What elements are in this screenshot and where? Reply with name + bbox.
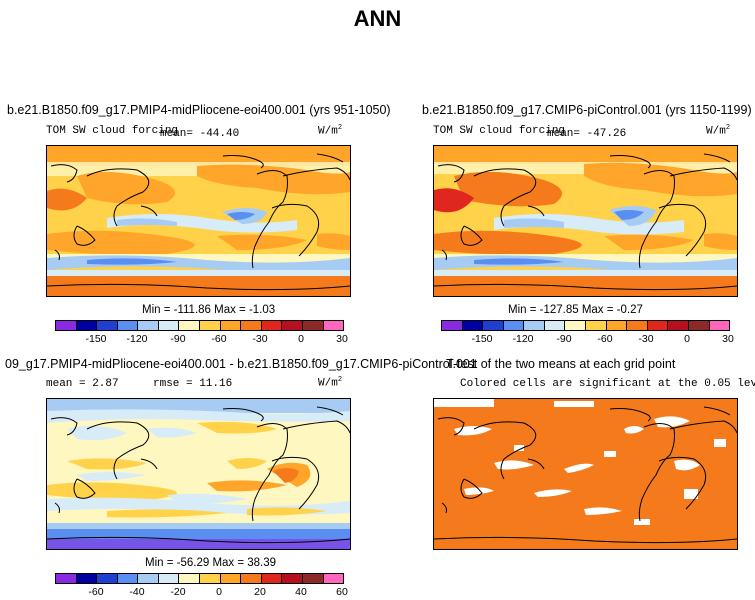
colorbar-tick-label: -120 <box>512 333 534 345</box>
colorbar-swatch <box>200 574 221 583</box>
colorbar-swatch <box>282 321 303 330</box>
colorbar-swatch <box>586 321 607 330</box>
panel2-colorbar-ticks: -150 -120 -90 -60 -30 0 30 <box>441 333 733 345</box>
colorbar-swatch <box>158 574 180 583</box>
colorbar-swatch <box>524 321 545 330</box>
panel1-colorbar-ticks: -150 -120 -90 -60 -30 0 30 <box>55 333 347 345</box>
colorbar-swatch <box>462 321 484 330</box>
panel2-variable-label: TOM SW cloud forcing <box>433 125 566 137</box>
colorbar-swatch <box>302 321 324 330</box>
colorbar-swatch <box>503 321 525 330</box>
colorbar-tick-label: -90 <box>170 333 186 345</box>
panel1-title: b.e21.B1850.f09_g17.PMIP4-midPliocene-eo… <box>7 103 391 117</box>
panel3-colorbar <box>55 573 344 584</box>
colorbar-swatch <box>261 574 283 583</box>
panel1-minmax: Min = -111.86 Max = -1.03 <box>142 304 276 316</box>
colorbar-tick-label: 0 <box>216 586 222 598</box>
panel1-units: W/m2 <box>318 124 343 138</box>
colorbar-swatch <box>138 321 159 330</box>
colorbar-swatch <box>668 321 689 330</box>
colorbar-swatch <box>544 321 566 330</box>
colorbar-tick-label: -60 <box>597 333 613 345</box>
panel2-map <box>433 145 738 297</box>
colorbar-tick-label: 30 <box>336 333 348 345</box>
colorbar-swatch <box>117 321 139 330</box>
colorbar-swatch <box>442 321 463 330</box>
panel1-mean-label: mean= -44.40 <box>160 128 240 140</box>
colorbar-swatch <box>647 321 669 330</box>
colorbar-swatch <box>606 321 628 330</box>
colorbar-tick-label: -120 <box>126 333 148 345</box>
panel2-minmax: Min = -127.85 Max = -0.27 <box>508 304 643 316</box>
colorbar-swatch <box>117 574 139 583</box>
colorbar-tick-label: -40 <box>129 586 145 598</box>
panel2-units: W/m2 <box>706 124 731 138</box>
colorbar-swatch <box>627 321 648 330</box>
panel3-title: 09_g17.PMIP4-midPliocene-eoi400.001 - b.… <box>5 357 477 371</box>
panel4-subtitle: Colored cells are significant at the 0.0… <box>460 378 755 390</box>
colorbar-tick-label: -30 <box>638 333 654 345</box>
colorbar-tick-label: 20 <box>254 586 266 598</box>
colorbar-swatch <box>76 574 98 583</box>
panel3-units: W/m2 <box>318 376 343 390</box>
colorbar-swatch <box>483 321 504 330</box>
colorbar-swatch <box>261 321 283 330</box>
colorbar-swatch <box>56 321 77 330</box>
colorbar-swatch <box>97 321 118 330</box>
colorbar-swatch <box>200 321 221 330</box>
colorbar-swatch <box>158 321 180 330</box>
panel3-mean-label: mean = 2.87 <box>46 378 119 390</box>
panel2-title: b.e21.B1850.f09_g17.CMIP6-piControl.001 … <box>422 103 752 117</box>
colorbar-swatch <box>220 574 242 583</box>
colorbar-swatch <box>323 321 344 330</box>
colorbar-tick-label: 40 <box>295 586 307 598</box>
colorbar-swatch <box>138 574 159 583</box>
panel3-colorbar-ticks: -60 -40 -20 0 20 40 60 <box>55 586 347 598</box>
colorbar-tick-label: -60 <box>211 333 227 345</box>
colorbar-swatch <box>709 321 730 330</box>
colorbar-swatch <box>56 574 77 583</box>
panel4-title: T-test of the two means at each grid poi… <box>446 357 676 371</box>
colorbar-swatch <box>179 574 201 583</box>
panel3-rmse-label: rmse = 11.16 <box>153 378 233 390</box>
colorbar-swatch <box>241 321 262 330</box>
colorbar-tick-label: -150 <box>471 333 493 345</box>
colorbar-tick-label: 0 <box>684 333 690 345</box>
panel1-map <box>46 145 351 297</box>
colorbar-tick-label: -90 <box>556 333 572 345</box>
colorbar-swatch <box>97 574 118 583</box>
colorbar-swatch <box>688 321 710 330</box>
colorbar-swatch <box>241 574 262 583</box>
colorbar-tick-label: 0 <box>298 333 304 345</box>
panel1-variable-label: TOM SW cloud forcing <box>46 125 179 137</box>
colorbar-swatch <box>76 321 98 330</box>
colorbar-tick-label: -150 <box>85 333 107 345</box>
panel2-mean-label: mean= -47.26 <box>547 128 627 140</box>
colorbar-tick-label: 60 <box>336 586 348 598</box>
colorbar-swatch <box>282 574 303 583</box>
panel3-map <box>46 398 351 550</box>
colorbar-tick-label: -20 <box>170 586 186 598</box>
colorbar-swatch <box>220 321 242 330</box>
colorbar-swatch <box>565 321 587 330</box>
colorbar-swatch <box>323 574 344 583</box>
panel1-colorbar <box>55 320 344 331</box>
colorbar-tick-label: 30 <box>722 333 734 345</box>
colorbar-swatch <box>179 321 201 330</box>
figure-title: ANN <box>353 6 402 31</box>
panel4-map <box>433 398 738 550</box>
colorbar-swatch <box>302 574 324 583</box>
colorbar-tick-label: -30 <box>252 333 268 345</box>
panel2-colorbar <box>441 320 730 331</box>
panel3-minmax: Min = -56.29 Max = 38.39 <box>145 557 277 569</box>
colorbar-tick-label: -60 <box>88 586 104 598</box>
